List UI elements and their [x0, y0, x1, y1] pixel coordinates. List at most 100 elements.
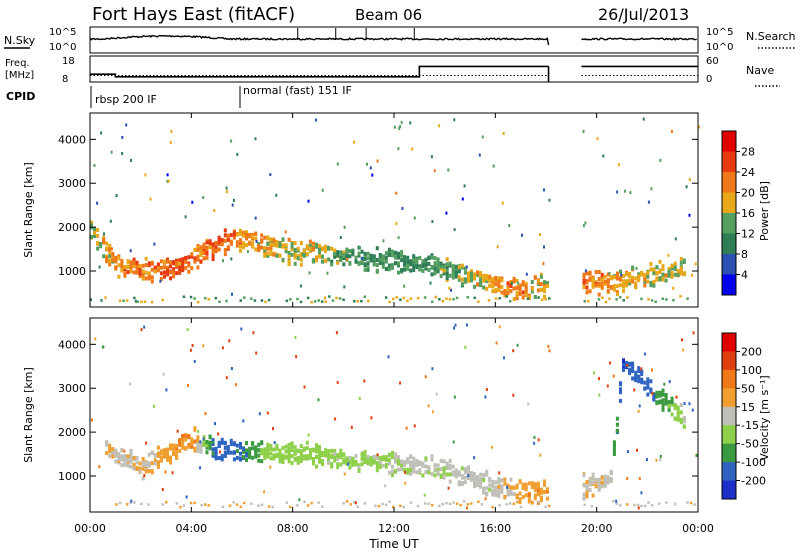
power-pixel-332 — [266, 235, 270, 240]
power-pixel-361 — [281, 237, 285, 242]
velocity-scatter-26 — [548, 349, 551, 353]
velocity-pixel-883 — [619, 398, 622, 403]
velocity-pixel-746 — [506, 483, 510, 488]
velocity-scatter-27 — [91, 418, 93, 422]
velocity-scatter-34 — [234, 383, 237, 387]
velocity-pixel-404 — [321, 453, 324, 458]
power-pixel-946 — [643, 280, 647, 285]
power-pixel-960 — [649, 281, 653, 285]
power-pixel-213 — [202, 244, 206, 249]
velocity-ground-1032 — [310, 501, 313, 505]
velocity-pixel-186 — [205, 445, 209, 450]
velocity-pixel-697 — [482, 486, 486, 491]
velocity-pixel-600 — [430, 472, 434, 477]
velocity-scatter-132 — [466, 506, 468, 510]
velocity-pixel-220 — [220, 440, 224, 445]
power-pixel-866 — [597, 292, 601, 297]
velocity-pixel-41 — [123, 454, 127, 458]
velocity-ground-1067 — [498, 503, 501, 507]
velocity-pixel-206 — [214, 449, 218, 454]
velocity-pixel-380 — [308, 447, 312, 452]
power-pixel-40 — [108, 258, 112, 263]
power-ground-1036 — [182, 295, 186, 298]
velocity-ground-1007 — [165, 500, 168, 504]
velocity-pixel-783 — [530, 485, 534, 490]
velocity-pixel-848 — [600, 475, 604, 480]
power-pixel-572 — [400, 258, 404, 263]
power-pixel-871 — [600, 278, 604, 283]
velocity-ground-1079 — [615, 502, 618, 505]
nsearch-label: N.Search — [746, 30, 796, 43]
power-pixel-694 — [463, 279, 467, 284]
power-pixel-892 — [612, 275, 616, 280]
power-pixel-159 — [175, 260, 179, 265]
power-pixel-570 — [400, 250, 404, 254]
velocity-pixel-714 — [491, 484, 495, 489]
velocity-scatter-71 — [485, 388, 488, 391]
power-pixel-700 — [467, 271, 470, 276]
velocity-pixel-790 — [533, 496, 537, 501]
power-colorbar-swatch-5 — [722, 233, 736, 255]
velocity-pixel-336 — [287, 454, 291, 459]
velocity-pixel-361 — [299, 459, 303, 464]
velocity-pixel-581 — [418, 468, 422, 473]
power-pixel-533 — [378, 260, 382, 265]
velocity-pixel-782 — [530, 500, 534, 505]
beam-title: Beam 06 — [355, 6, 422, 24]
power-ground-1092 — [477, 300, 480, 303]
power-scatter-76 — [336, 162, 339, 166]
velocity-pixel-623 — [445, 466, 449, 471]
power-pixel-374 — [287, 254, 291, 259]
velocity-pixel-706 — [488, 477, 492, 481]
power-pixel-623 — [424, 262, 428, 267]
velocity-ground-1058 — [452, 501, 455, 504]
power-pixel-612 — [421, 269, 425, 273]
velocity-pixel-844 — [597, 485, 601, 490]
power-colorbar-swatch-4 — [722, 213, 736, 234]
power-pixel-26 — [102, 235, 106, 240]
power-pixel-705 — [470, 278, 473, 283]
velocity-pixel-112 — [166, 451, 169, 456]
velocity-pixel-736 — [503, 477, 507, 482]
velocity-scatter-74 — [609, 361, 612, 365]
velocity-scatter-69 — [435, 392, 438, 396]
power-pixel-356 — [278, 253, 282, 258]
velocity-pixel-952 — [658, 390, 662, 395]
velocity-pixel-443 — [342, 453, 346, 458]
power-colorbar-label: Power [dB] — [758, 181, 771, 241]
velocity-pixel-702 — [485, 472, 489, 477]
velocity-pixel-284 — [260, 451, 264, 456]
velocity-pixel-302 — [269, 447, 273, 451]
velocity-scatter-40 — [404, 481, 407, 485]
power-scatter-138 — [510, 281, 513, 285]
power-pixel-585 — [406, 264, 410, 269]
velocity-pixel-147 — [184, 433, 188, 438]
power-colorbar-tick-label-4: 20 — [741, 187, 755, 200]
power-pixel-840 — [585, 285, 589, 290]
velocity-pixel-4 — [105, 441, 109, 446]
velocity-pixel-26 — [117, 456, 121, 461]
velocity-pixel-238 — [232, 457, 236, 462]
power-ground-1041 — [207, 298, 210, 301]
power-pixel-460 — [336, 260, 340, 265]
velocity-scatter-7 — [130, 499, 133, 503]
power-pixel-631 — [430, 272, 434, 277]
velocity-pixel-47 — [129, 459, 133, 464]
velocity-pixel-841 — [597, 487, 601, 492]
power-pixel-869 — [600, 281, 604, 286]
velocity-ground-1035 — [342, 502, 345, 505]
velocity-pixel-808 — [543, 479, 546, 484]
velocity-pixel-38 — [123, 458, 127, 463]
velocity-pixel-385 — [311, 461, 315, 466]
power-pixel-294 — [248, 241, 252, 246]
velocity-scatter-54 — [317, 398, 320, 402]
velocity-colorbar-swatch-2 — [722, 369, 736, 389]
velocity-ground-1091 — [689, 501, 693, 505]
velocity-pixel-927 — [643, 386, 647, 391]
velocity-pixel-762 — [518, 497, 522, 502]
power-pixel-525 — [375, 258, 379, 262]
velocity-pixel-259 — [245, 453, 248, 458]
velocity-pixel-967 — [667, 407, 671, 412]
power-pixel-258 — [226, 245, 230, 250]
velocity-ground-1064 — [477, 500, 480, 503]
